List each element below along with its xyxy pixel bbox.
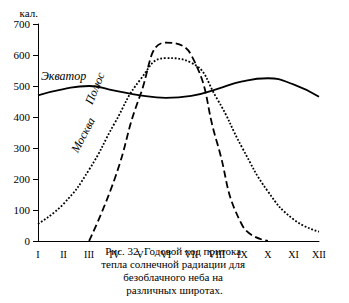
svg-text:500: 500 xyxy=(14,80,31,92)
svg-text:XII: XII xyxy=(312,249,326,260)
svg-text:X: X xyxy=(264,249,272,260)
svg-text:XI: XI xyxy=(288,249,299,260)
svg-text:300: 300 xyxy=(14,142,31,154)
svg-text:Экватор: Экватор xyxy=(41,69,86,83)
svg-text:0: 0 xyxy=(25,235,31,247)
svg-text:II: II xyxy=(60,249,67,260)
svg-text:Полюс: Полюс xyxy=(82,70,108,108)
svg-text:Рис. 32. Годовой ход притока: Рис. 32. Годовой ход притока xyxy=(105,245,244,257)
svg-text:200: 200 xyxy=(14,173,31,185)
svg-text:400: 400 xyxy=(14,111,31,123)
svg-text:III: III xyxy=(84,249,94,260)
svg-text:безоблачного неба на: безоблачного неба на xyxy=(123,271,225,283)
svg-text:Москва: Москва xyxy=(67,115,98,156)
svg-text:различных широтах.: различных широтах. xyxy=(126,284,223,296)
svg-text:I: I xyxy=(36,249,39,260)
svg-text:700: 700 xyxy=(14,18,31,30)
svg-text:600: 600 xyxy=(14,49,31,61)
svg-text:кал.: кал. xyxy=(20,7,39,19)
svg-text:100: 100 xyxy=(14,204,31,216)
svg-text:тепла солнечной радиации для: тепла солнечной радиации для xyxy=(101,258,248,270)
